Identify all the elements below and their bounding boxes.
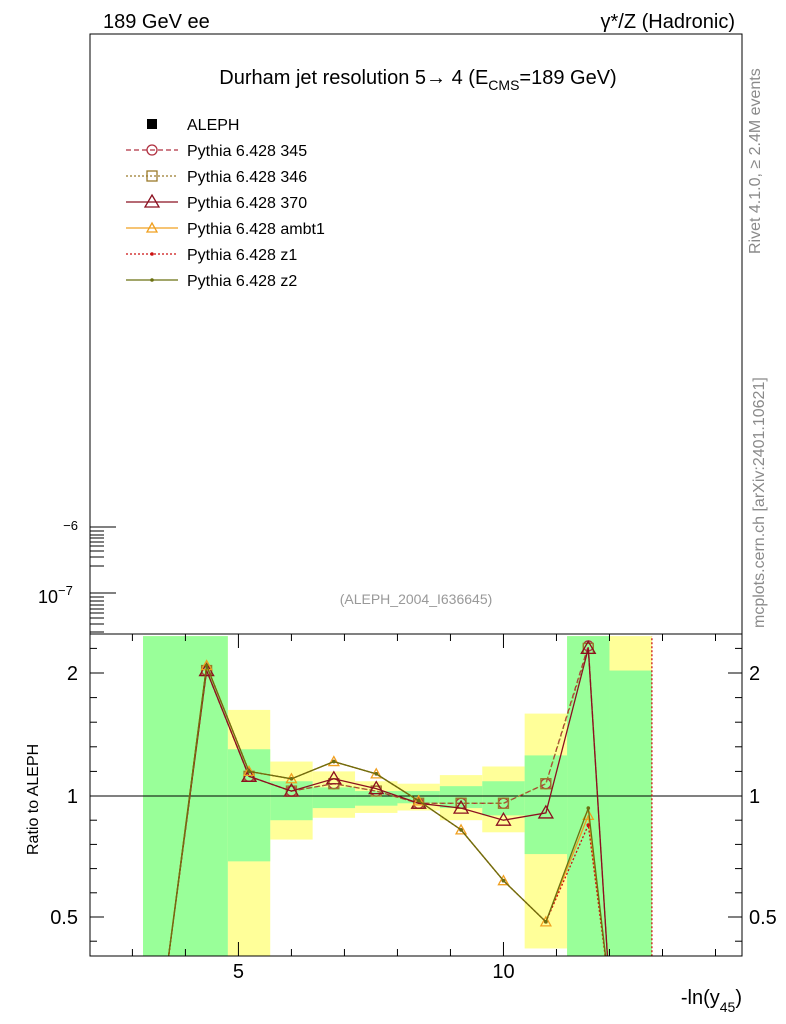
legend-marker	[147, 119, 157, 129]
legend-entry: Pythia 6.428 370	[126, 193, 307, 212]
series-path	[167, 663, 607, 956]
legend-entry: Pythia 6.428 345	[126, 143, 307, 160]
legend-entry: Pythia 6.428 ambt1	[126, 221, 325, 238]
side-label-upper: Rivet 4.1.0, ≥ 2.4M events	[747, 68, 764, 254]
data-point	[374, 772, 379, 776]
upper-y-tick-label: 10−7	[38, 583, 73, 607]
y-tick-label-right: 0.5	[749, 907, 777, 929]
legend-label: Pythia 6.428 z2	[187, 273, 297, 290]
ratio-series	[167, 636, 653, 956]
data-point	[327, 755, 340, 767]
y-tick-label-right: 1	[749, 786, 760, 808]
data-point	[412, 794, 425, 806]
data-point	[540, 778, 552, 790]
stat-band	[270, 781, 313, 821]
legend-marker	[143, 193, 161, 208]
y-tick-label: 0.5	[50, 907, 78, 929]
legend-marker	[150, 278, 154, 282]
legend-label: Pythia 6.428 370	[187, 195, 307, 212]
stat-band	[439, 786, 483, 809]
data-point	[204, 663, 209, 668]
legend-label: Pythia 6.428 z1	[187, 247, 297, 264]
data-point	[289, 776, 294, 781]
x-tick-label: 5	[233, 961, 244, 983]
watermark: (ALEPH_2004_I636645)	[340, 591, 493, 607]
data-point	[242, 765, 256, 777]
data-point	[368, 780, 385, 795]
data-point	[586, 806, 591, 810]
legend-label: Pythia 6.428 345	[187, 143, 307, 160]
stat-band	[312, 787, 356, 809]
y-tick-label: 2	[67, 663, 78, 685]
data-point	[452, 799, 470, 814]
legend-entry: Pythia 6.428 346	[126, 169, 307, 186]
data-point	[544, 920, 548, 924]
legend-label: Pythia 6.428 ambt1	[187, 221, 325, 238]
data-point	[495, 811, 512, 826]
ratio-series-line	[167, 663, 607, 956]
ratio-x-axis-label: -ln(y45)	[681, 987, 742, 1015]
data-point	[332, 759, 336, 764]
y-tick-label: 1	[67, 786, 78, 808]
legend-marker	[146, 144, 158, 156]
data-point	[537, 804, 555, 819]
data-point	[283, 782, 300, 797]
stat-band	[227, 749, 271, 862]
data-point	[325, 770, 342, 785]
legend-marker	[150, 252, 154, 256]
data-point	[501, 878, 506, 883]
data-point	[497, 874, 510, 886]
data-point	[580, 640, 597, 655]
upper-y-tick-exponent-upper: −6	[63, 518, 78, 533]
legend-entry: Pythia 6.428 z2	[126, 273, 297, 290]
legend-marker	[146, 170, 158, 182]
chart-title: Durham jet resolution 5→ 4 (ECMS=189 GeV…	[219, 67, 616, 93]
series-path	[168, 648, 609, 956]
legend-label: ALEPH	[187, 117, 239, 134]
stat-band	[143, 636, 228, 956]
header-right: γ*/Z (Hadronic)	[601, 11, 735, 33]
upper-y-axis	[90, 526, 116, 633]
data-point	[459, 828, 463, 832]
legend: ALEPH Pythia 6.428 345 Pythia 6.428 346 Pyt…	[126, 117, 325, 290]
ratio-axes: 5 10 0.5 0.5 1 1 2 2	[50, 634, 777, 983]
y-tick-label-right: 2	[749, 663, 760, 685]
data-point	[539, 915, 552, 927]
legend-label: Pythia 6.428 346	[187, 169, 307, 186]
data-point	[586, 823, 591, 827]
legend-entry: Pythia 6.428 z1	[126, 247, 297, 264]
data-point	[454, 823, 468, 835]
stat-band	[609, 670, 652, 956]
header-left: 189 GeV ee	[103, 11, 210, 33]
side-label-lower: mcplots.cern.ch [arXiv:2401.10621]	[751, 377, 768, 628]
ratio-y-axis-label: Ratio to ALEPH	[25, 744, 42, 855]
data-point	[416, 799, 421, 803]
ratio-plot-frame	[89, 633, 743, 957]
data-point	[247, 769, 251, 774]
legend-entry: ALEPH	[147, 117, 239, 134]
data-point	[497, 797, 510, 809]
legend-marker	[145, 221, 159, 233]
x-tick-label: 10	[492, 961, 514, 983]
stat-band	[567, 636, 610, 956]
